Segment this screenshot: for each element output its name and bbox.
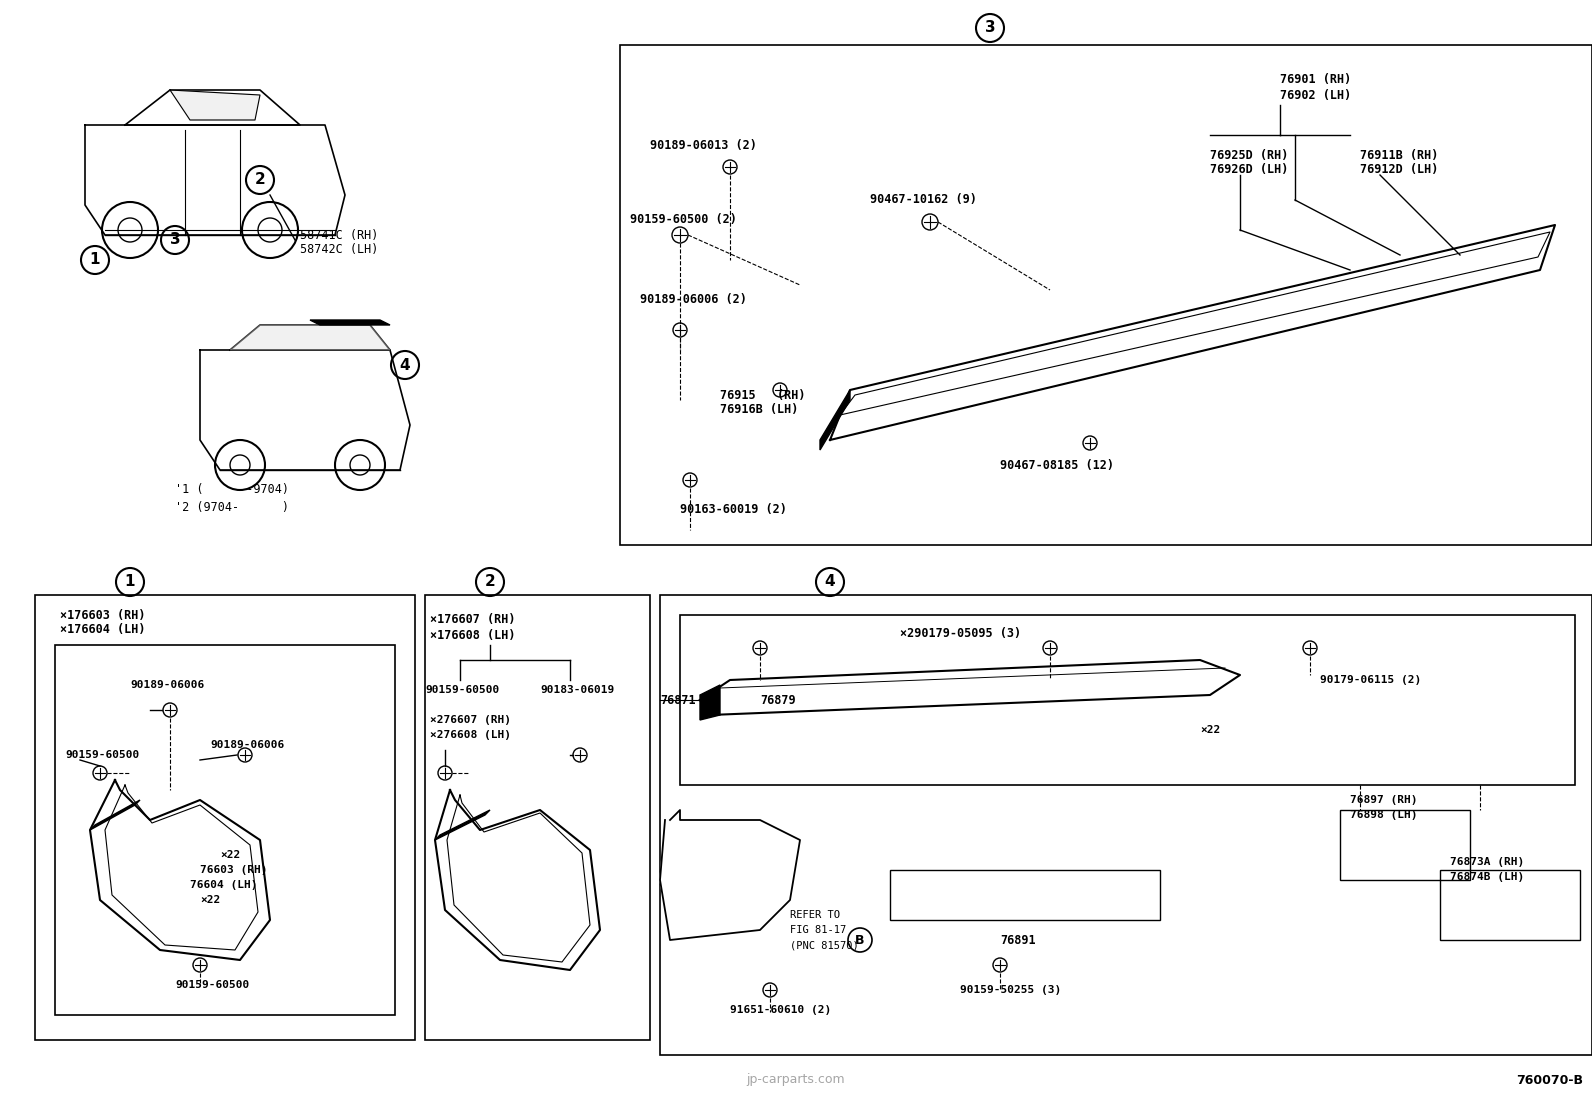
Text: 4: 4: [825, 575, 836, 589]
Text: 76874B (LH): 76874B (LH): [1450, 872, 1524, 882]
Text: 58742C (LH): 58742C (LH): [299, 244, 379, 256]
Text: 2: 2: [484, 575, 495, 589]
Polygon shape: [661, 810, 801, 940]
Text: 76926D (LH): 76926D (LH): [1210, 164, 1288, 177]
Bar: [890, 870, 1161, 920]
Text: 90159-60500: 90159-60500: [175, 980, 250, 990]
Text: ×22: ×22: [220, 850, 240, 861]
Polygon shape: [700, 660, 1240, 715]
Text: 76891: 76891: [1000, 933, 1036, 946]
Polygon shape: [700, 685, 720, 720]
Text: 76871: 76871: [661, 693, 696, 707]
Polygon shape: [91, 780, 271, 961]
Bar: [1441, 870, 1579, 940]
Text: 90189-06006 (2): 90189-06006 (2): [640, 293, 747, 307]
Text: B: B: [855, 933, 864, 946]
Bar: [275, 435, 325, 455]
Polygon shape: [126, 90, 299, 125]
Text: 90189-06013 (2): 90189-06013 (2): [650, 138, 756, 152]
Bar: [619, 45, 1592, 545]
Text: '2 (9704-      ): '2 (9704- ): [175, 501, 290, 514]
Text: 58741C (RH): 58741C (RH): [299, 229, 379, 242]
Text: 76916B (LH): 76916B (LH): [720, 403, 798, 417]
Text: 90189-06006: 90189-06006: [210, 740, 285, 750]
Text: 1: 1: [89, 253, 100, 267]
Text: 90467-10162 (9): 90467-10162 (9): [869, 193, 977, 207]
Polygon shape: [820, 390, 850, 449]
Text: 76901 (RH): 76901 (RH): [1280, 74, 1352, 87]
Bar: [35, 595, 416, 1040]
Polygon shape: [829, 225, 1555, 440]
Polygon shape: [229, 325, 390, 349]
Text: 90159-60500 (2): 90159-60500 (2): [630, 213, 737, 226]
Text: jp-carparts.com: jp-carparts.com: [747, 1074, 845, 1087]
Text: 76902 (LH): 76902 (LH): [1280, 89, 1352, 101]
Text: 76912D (LH): 76912D (LH): [1360, 164, 1439, 177]
Text: 90189-06006: 90189-06006: [131, 680, 204, 690]
Bar: [56, 645, 395, 1015]
Text: 76898 (LH): 76898 (LH): [1350, 810, 1417, 820]
Text: 76915   (RH): 76915 (RH): [720, 389, 806, 401]
Text: 90183-06019: 90183-06019: [540, 685, 615, 695]
Polygon shape: [435, 810, 490, 840]
Text: FIG 81-17: FIG 81-17: [790, 925, 847, 935]
Polygon shape: [310, 320, 390, 325]
Text: REFER TO: REFER TO: [790, 910, 841, 920]
Text: 90163-60019 (2): 90163-60019 (2): [680, 503, 786, 517]
Text: ×176604 (LH): ×176604 (LH): [60, 623, 145, 636]
Text: ×176607 (RH): ×176607 (RH): [430, 613, 516, 626]
Text: ×176608 (LH): ×176608 (LH): [430, 629, 516, 642]
Polygon shape: [229, 325, 390, 349]
Text: 76603 (RH): 76603 (RH): [201, 865, 267, 875]
Text: 91651-60610 (2): 91651-60610 (2): [731, 1004, 831, 1015]
Text: '1 (      -9704): '1 ( -9704): [175, 484, 290, 497]
Polygon shape: [435, 790, 600, 970]
Text: 76925D (RH): 76925D (RH): [1210, 148, 1288, 162]
Text: 1: 1: [124, 575, 135, 589]
Bar: [201, 380, 220, 430]
Text: 90159-50255 (3): 90159-50255 (3): [960, 985, 1062, 995]
Text: ×290179-05095 (3): ×290179-05095 (3): [899, 626, 1020, 640]
Text: ×22: ×22: [201, 895, 220, 904]
Polygon shape: [201, 349, 411, 470]
Text: 90159-60500: 90159-60500: [425, 685, 500, 695]
Text: 4: 4: [400, 357, 411, 373]
Text: ×276607 (RH): ×276607 (RH): [430, 715, 511, 725]
Polygon shape: [84, 125, 345, 235]
Bar: [661, 595, 1592, 1055]
Bar: [1340, 810, 1469, 880]
Bar: [680, 615, 1574, 785]
Text: ×22: ×22: [1200, 725, 1219, 735]
Text: 90159-60500: 90159-60500: [65, 750, 139, 761]
Text: 76873A (RH): 76873A (RH): [1450, 857, 1524, 867]
Text: 2: 2: [255, 173, 266, 188]
Text: 90467-08185 (12): 90467-08185 (12): [1000, 458, 1114, 471]
Text: 76604 (LH): 76604 (LH): [189, 880, 258, 890]
Text: (PNC 81570): (PNC 81570): [790, 940, 858, 950]
Text: 3: 3: [985, 21, 995, 35]
Text: 760070-B: 760070-B: [1517, 1074, 1584, 1087]
Bar: [425, 595, 650, 1040]
Text: 76897 (RH): 76897 (RH): [1350, 795, 1417, 804]
Polygon shape: [91, 800, 140, 830]
Text: 90179-06115 (2): 90179-06115 (2): [1320, 675, 1422, 685]
Text: ×276608 (LH): ×276608 (LH): [430, 730, 511, 740]
Text: 3: 3: [170, 233, 180, 247]
Text: ×176603 (RH): ×176603 (RH): [60, 609, 145, 622]
Polygon shape: [170, 90, 259, 120]
Text: 76879: 76879: [759, 693, 796, 707]
Text: 76911B (RH): 76911B (RH): [1360, 148, 1439, 162]
